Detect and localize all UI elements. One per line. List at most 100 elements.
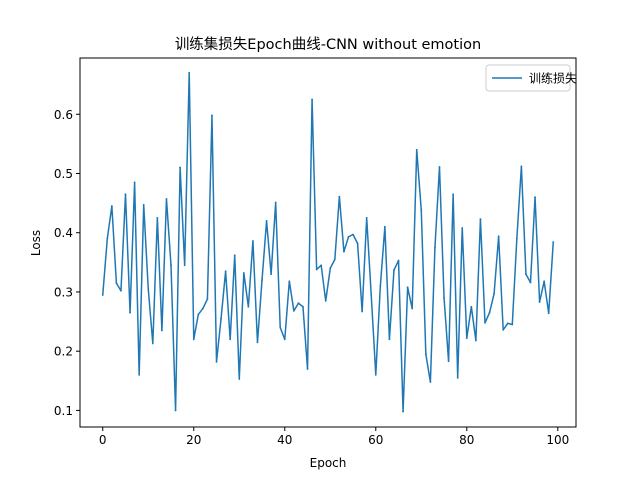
data-point [238, 378, 241, 380]
y-axis: 0.1 0.2 0.3 0.4 0.5 0.6 [54, 108, 80, 418]
data-point [411, 307, 414, 310]
data-point [124, 193, 127, 196]
axes-frame [79, 57, 577, 428]
data-point [256, 341, 259, 344]
data-point [434, 246, 436, 249]
data-point [438, 166, 441, 168]
chart-title: 训练集损失Epoch曲线-CNN without emotion [175, 36, 481, 53]
data-point [138, 373, 141, 376]
x-tick-label: 100 [546, 433, 569, 447]
data-point [356, 242, 359, 245]
data-point [183, 264, 186, 267]
data-point [324, 299, 327, 302]
data-point [534, 196, 536, 199]
data-point [361, 310, 364, 313]
data-point [197, 313, 200, 316]
data-point [320, 264, 323, 267]
data-point [484, 321, 486, 324]
data-point [174, 409, 177, 412]
data-point [142, 203, 145, 206]
data-point [165, 198, 168, 200]
data-point [393, 269, 395, 271]
data-point [329, 267, 332, 270]
data-point [397, 259, 400, 262]
data-point [538, 301, 541, 303]
data-point [406, 286, 409, 289]
data-point [488, 311, 491, 314]
data-point [201, 307, 204, 310]
y-tick-label: 0.3 [54, 285, 73, 299]
data-point [525, 273, 527, 276]
data-point [470, 305, 473, 308]
data-point [229, 338, 232, 341]
y-tick-label: 0.5 [54, 167, 73, 181]
data-point [252, 240, 254, 242]
data-point [424, 353, 427, 356]
x-tick-label: 20 [186, 433, 201, 447]
data-point [388, 338, 391, 341]
x-axis: 0 20 40 60 80 100 [99, 427, 569, 447]
x-tick-label: 80 [459, 433, 474, 447]
data-point [170, 264, 172, 267]
x-axis-label: Epoch [310, 456, 347, 470]
data-point [383, 225, 386, 228]
data-point [402, 410, 404, 413]
data-point [274, 201, 277, 204]
data-point [233, 254, 236, 257]
data-point [515, 237, 518, 240]
data-point [465, 337, 468, 340]
data-point [242, 272, 245, 274]
data-point [443, 296, 445, 299]
x-tick-label: 0 [99, 433, 107, 447]
data-point [215, 360, 218, 363]
data-point [415, 148, 418, 151]
data-point [520, 165, 523, 168]
data-point [161, 329, 163, 332]
x-tick-label: 40 [277, 433, 292, 447]
data-point [261, 279, 263, 282]
y-tick-label: 0.6 [54, 108, 73, 122]
legend-box [485, 64, 571, 92]
data-point [479, 218, 482, 221]
data-point [552, 241, 555, 244]
data-point [120, 289, 122, 292]
y-tick-label: 0.1 [54, 404, 73, 418]
data-point [529, 281, 532, 284]
y-tick-label: 0.2 [54, 345, 73, 359]
data-point [374, 373, 377, 376]
x-tick-label: 60 [368, 433, 383, 447]
data-point [288, 280, 291, 283]
data-point [343, 250, 345, 253]
data-point [279, 326, 282, 329]
data-point [283, 338, 286, 341]
data-point [101, 294, 104, 296]
data-point [270, 273, 273, 276]
data-point [474, 339, 477, 342]
data-point [211, 114, 213, 117]
y-tick-label: 0.4 [54, 226, 73, 240]
data-point [179, 166, 182, 169]
data-point [429, 381, 432, 383]
data-point [110, 205, 113, 207]
legend-label: 训练损失 [529, 71, 577, 86]
data-point [224, 270, 227, 273]
data-point [297, 302, 300, 305]
data-point [106, 237, 109, 240]
data-point [292, 310, 295, 312]
data-point [543, 280, 546, 283]
data-point [147, 288, 150, 290]
data-point [192, 338, 195, 341]
data-point [333, 258, 336, 261]
data-point [511, 323, 514, 326]
data-point [502, 328, 505, 331]
data-point [452, 193, 455, 196]
data-point [156, 217, 159, 219]
data-point [506, 322, 509, 325]
data-point [497, 235, 500, 238]
data-point [306, 368, 309, 370]
data-point [188, 71, 191, 74]
data-point [347, 235, 350, 238]
data-point [247, 305, 250, 308]
data-point [302, 305, 304, 308]
